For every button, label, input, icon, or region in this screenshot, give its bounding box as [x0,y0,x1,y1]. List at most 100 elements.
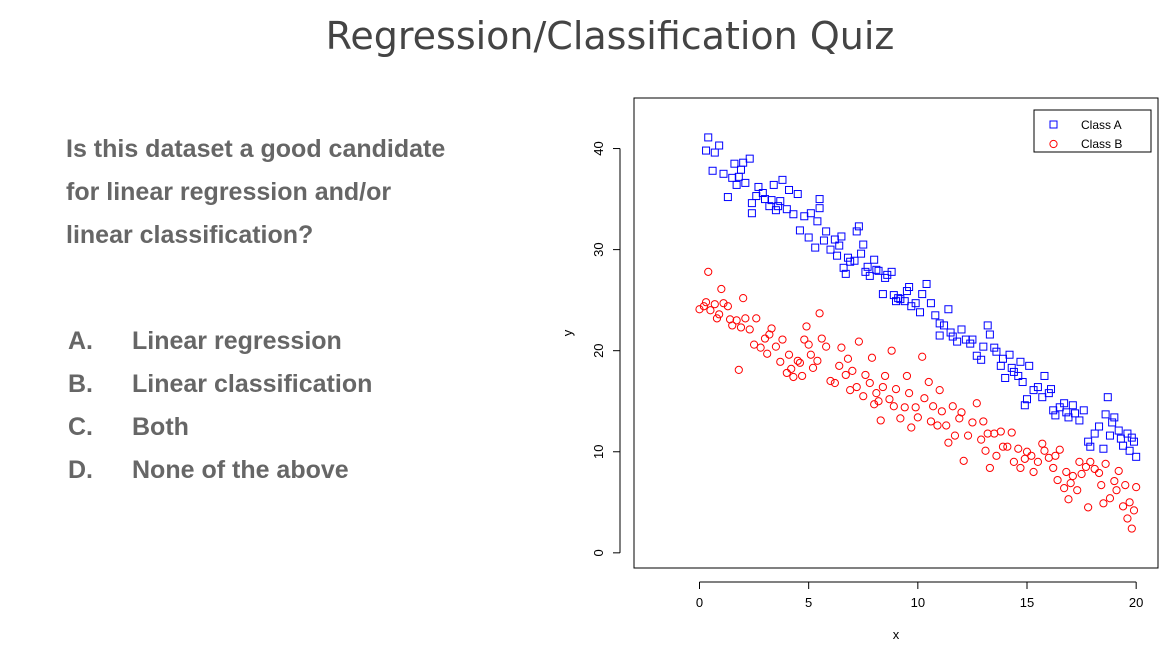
point-class-b [902,371,912,381]
point-class-b [891,384,901,394]
point-class-a [1132,452,1141,461]
option-c[interactable]: C. Both [68,406,468,449]
point-class-b [963,431,973,440]
point-class-a [747,199,756,208]
point-class-a [1129,437,1138,446]
point-class-b [1022,447,1032,456]
y-tick-label: 0 [591,549,606,556]
point-class-b [1086,457,1095,466]
point-class-a [1127,433,1136,442]
option-text: Both [132,413,189,441]
point-class-a [1095,422,1104,431]
point-class-a [918,290,927,299]
point-class-a [1123,429,1132,438]
point-class-a [1055,403,1064,412]
point-class-a [977,355,986,364]
legend-label-class-b: Class B [1081,137,1122,151]
point-class-b [977,435,986,444]
point-class-a [795,226,804,235]
point-class-a [715,141,724,150]
point-class-a [745,154,754,163]
point-class-a [983,321,992,330]
point-class-a [771,206,780,215]
point-class-b [741,314,750,323]
point-class-b [745,325,754,334]
point-class-a [872,265,881,274]
point-class-b [1097,481,1106,490]
point-class-a [966,339,975,348]
point-class-a [841,269,850,278]
point-class-b [1014,444,1023,453]
legend-label-class-a: Class A [1081,118,1122,132]
point-class-a [857,249,866,258]
point-class-a [992,347,1001,356]
point-class-a [1014,371,1023,380]
point-class-a [1060,399,1069,408]
point-class-a [732,180,741,189]
point-class-a [887,267,896,276]
point-class-b [1016,463,1025,473]
point-class-b [817,334,826,343]
point-class-b [1081,462,1091,472]
point-class-b [789,372,798,382]
point-class-b [942,421,951,430]
point-class-b [867,353,877,362]
point-class-b [874,397,883,406]
point-class-b [998,442,1008,451]
point-class-b [985,463,994,473]
point-class-b [861,370,870,380]
point-class-a [931,311,940,320]
point-class-b [806,350,815,359]
slide-title: Regression/Classification Quiz [325,14,895,58]
point-class-b [802,322,811,331]
point-class-a [1020,401,1029,410]
point-class-a [793,190,802,199]
point-class-a [861,267,870,276]
point-class-b [929,402,938,411]
point-class-a [1119,441,1128,450]
point-class-b [717,284,726,294]
point-class-a [1101,410,1110,419]
point-class-b [723,302,732,311]
point-class-a [957,325,966,334]
point-class-a [774,202,783,211]
answer-options: A. Linear regression B. Linear classific… [68,320,468,492]
point-class-a [972,351,981,360]
point-class-a [1116,434,1125,443]
point-class-a [811,243,820,252]
point-class-b [734,365,743,374]
option-a[interactable]: A. Linear regression [68,320,468,363]
scatter-plot: 0 5 10 15 20 0 10 20 30 40 Class A Class B x y [560,97,1159,642]
point-class-a [948,332,957,341]
y-tick-label: 10 [591,445,606,459]
option-d[interactable]: D. None of the above [68,449,468,492]
point-class-b [1075,457,1084,466]
point-class-a [874,266,883,275]
point-class-b [843,354,853,363]
point-class-b [763,349,772,358]
point-class-b [752,314,761,323]
option-letter: D. [68,456,93,484]
point-class-a [1038,393,1047,402]
option-letter: C. [68,413,93,441]
point-class-b [1090,464,1099,474]
point-class-a [813,217,822,226]
point-class-a [1001,373,1010,382]
point-class-a [1105,431,1114,440]
point-class-a [878,290,887,299]
point-class-b [878,382,887,392]
point-class-b [950,431,960,440]
option-b[interactable]: B. Linear classification [68,363,468,406]
question-text: Is this dataset a good candidate for lin… [66,135,446,249]
point-class-b [983,429,992,438]
point-class-b [1038,439,1047,448]
point-class-b [1055,445,1064,454]
point-class-b [701,298,711,307]
point-class-a [769,180,778,189]
axes: 0 5 10 15 20 0 10 20 30 40 [591,141,1143,610]
point-class-a [789,210,798,219]
point-class-a [747,209,756,218]
point-class-a [922,279,931,288]
point-class-a [854,222,863,231]
point-class-b [699,302,708,311]
